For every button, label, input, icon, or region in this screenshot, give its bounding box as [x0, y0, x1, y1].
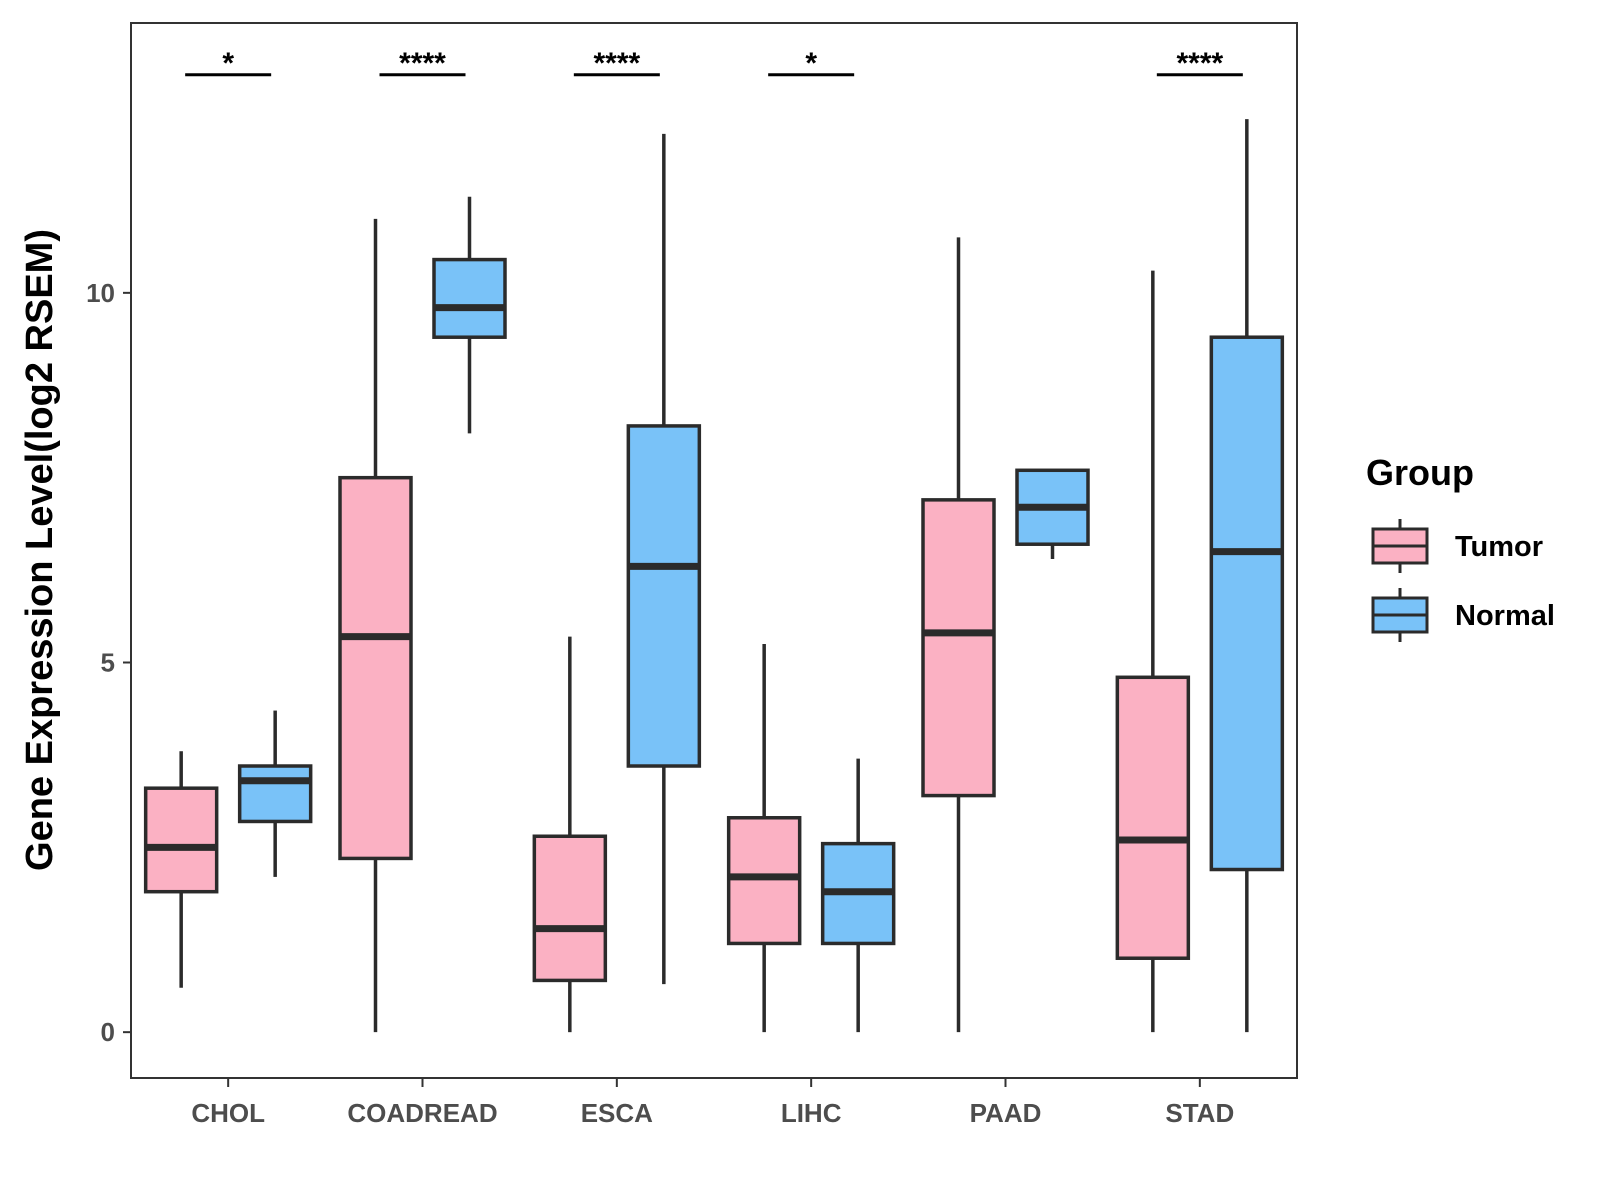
box-paad-normal	[1015, 468, 1090, 560]
x-tick-label-chol: CHOL	[191, 1098, 265, 1128]
significance-layer: * **** **** * ****	[185, 47, 1243, 80]
plot-panel-border	[130, 22, 1298, 1079]
box-paad-tumor	[921, 237, 996, 1033]
significance-label-chol: *	[222, 47, 234, 80]
y-axis-title: Gene Expression Level(log2 RSEM)	[19, 229, 61, 871]
box-stad-normal	[1209, 119, 1285, 1033]
axes-layer: 0 5 10 CHOL COADREAD ESCA LIHC PAAD STAD	[86, 278, 1234, 1128]
x-tick-label-esca: ESCA	[581, 1098, 653, 1128]
box-chol-tumor	[143, 751, 219, 988]
legend-key-tumor	[1371, 519, 1429, 573]
box-iqr	[1115, 675, 1191, 960]
legend-label-tumor: Tumor	[1455, 531, 1543, 563]
x-tick-label-paad: PAAD	[970, 1098, 1042, 1128]
x-tick-label-lihc: LIHC	[781, 1098, 842, 1128]
significance-label-coadread: ****	[399, 47, 446, 80]
y-tick-label: 10	[86, 278, 115, 308]
significance-label-stad: ****	[1176, 47, 1223, 80]
significance-label-esca: ****	[593, 47, 640, 80]
box-lihc-normal	[820, 758, 896, 1033]
box-esca-normal	[626, 133, 702, 985]
box-esca-tumor	[532, 636, 608, 1033]
box-iqr	[338, 475, 413, 861]
box-iqr	[626, 424, 702, 768]
box-iqr	[1209, 335, 1285, 872]
box-coadread-tumor	[338, 218, 413, 1033]
x-tick-label-coadread: COADREAD	[347, 1098, 497, 1128]
box-iqr	[532, 834, 608, 983]
box-chol-normal	[237, 710, 313, 877]
box-lihc-tumor	[726, 644, 802, 1033]
box-iqr	[143, 786, 219, 894]
box-iqr	[432, 257, 507, 339]
significance-label-lihc: *	[805, 47, 817, 80]
box-iqr	[726, 816, 802, 946]
legend-key-normal	[1371, 588, 1429, 642]
box-coadread-normal	[432, 196, 507, 434]
legend-label-normal: Normal	[1455, 600, 1555, 632]
legend-title: Group	[1366, 452, 1474, 493]
y-tick-label: 5	[101, 648, 115, 678]
x-tick-label-stad: STAD	[1165, 1098, 1234, 1128]
box-stad-tumor	[1115, 270, 1191, 1033]
box-iqr	[237, 764, 313, 824]
boxes-layer	[143, 119, 1285, 1033]
legend: Group Tumor Normal	[1366, 452, 1555, 642]
box-iqr	[921, 498, 996, 798]
y-tick-label: 0	[101, 1017, 115, 1047]
